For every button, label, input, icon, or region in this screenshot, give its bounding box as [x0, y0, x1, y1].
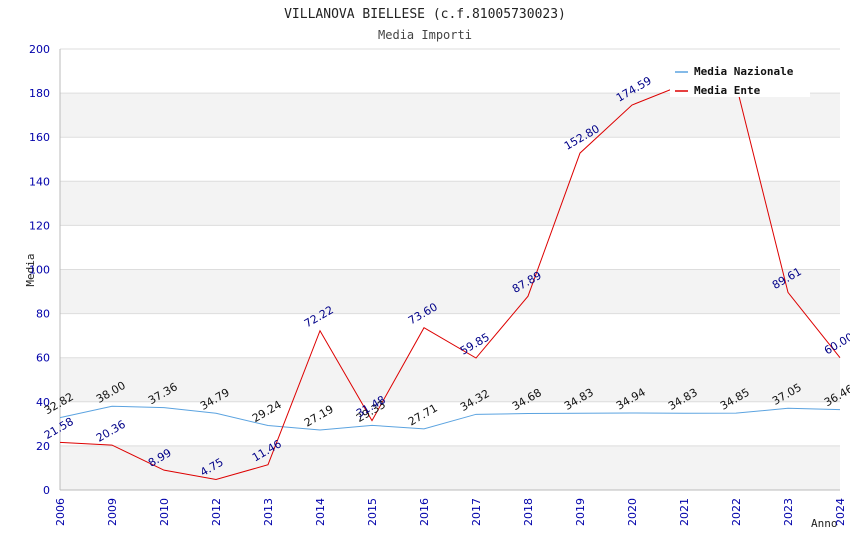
- y-tick-labels: 0 20 40 60 80 100 120 140 160 180 200: [29, 43, 50, 497]
- x-tick-label: 2023: [782, 498, 795, 526]
- x-tick-label: 2019: [574, 498, 587, 526]
- chart-subtitle: Media Importi: [378, 28, 472, 42]
- y-tick-label: 100: [29, 264, 50, 277]
- x-tick-label: 2018: [522, 498, 535, 526]
- x-tick-label: 2016: [418, 498, 431, 526]
- x-tick-labels: 2006 2009 2010 2012 2013 2014 2015 2016 2017 2018…: [54, 498, 847, 526]
- legend-label-media-nazionale: Media Nazionale: [694, 65, 794, 78]
- y-tick-label: 20: [36, 440, 50, 453]
- y-tick-label: 200: [29, 43, 50, 56]
- x-tick-label: 2012: [210, 498, 223, 526]
- y-tick-label: 180: [29, 87, 50, 100]
- data-label-media-nazionale: 27.71: [406, 401, 440, 428]
- data-label-media-ente: 20.36: [94, 418, 128, 445]
- grid-band: [60, 269, 840, 314]
- x-tick-label: 2013: [262, 498, 275, 526]
- data-label-media-ente: 21.58: [42, 415, 76, 442]
- grid-band: [60, 445, 840, 490]
- x-tick-label: 2024: [834, 498, 847, 526]
- y-tick-label: 0: [43, 484, 50, 497]
- x-tick-label: 2015: [366, 498, 379, 526]
- y-tick-label: 80: [36, 308, 50, 321]
- x-tick-label: 2022: [730, 498, 743, 526]
- x-tick-label: 2010: [158, 498, 171, 526]
- data-label-media-nazionale: 32.82: [42, 390, 76, 417]
- chart-title: VILLANOVA BIELLESE (c.f.81005730023): [284, 7, 566, 22]
- grid-band: [60, 93, 840, 138]
- series-line-media-nazionale: [59, 405, 841, 431]
- x-axis-label: Anno: [811, 517, 838, 530]
- x-tick-label: 2006: [54, 498, 67, 526]
- x-tick-label: 2017: [470, 498, 483, 526]
- x-tick-label: 2009: [106, 498, 119, 526]
- plot-background-bands: [60, 93, 840, 490]
- legend: Media Nazionale Media Ente: [670, 59, 810, 97]
- y-tick-label: 40: [36, 396, 50, 409]
- legend-label-media-ente: Media Ente: [694, 84, 761, 97]
- y-axis-label: Media: [24, 253, 37, 286]
- data-label-media-nazionale: 27.19: [302, 403, 336, 430]
- y-tick-label: 60: [36, 352, 50, 365]
- x-tick-label: 2014: [314, 498, 327, 526]
- grid-band: [60, 181, 840, 226]
- y-tick-label: 160: [29, 131, 50, 144]
- data-label-media-ente: 59.85: [458, 331, 492, 358]
- grid-lines: [60, 48, 840, 447]
- x-tick-label: 2021: [678, 498, 691, 526]
- y-tick-label: 140: [29, 175, 50, 188]
- grid-band: [60, 357, 840, 402]
- y-tick-label: 120: [29, 219, 50, 232]
- legend-box: [670, 59, 810, 97]
- x-tick-label: 2020: [626, 498, 639, 526]
